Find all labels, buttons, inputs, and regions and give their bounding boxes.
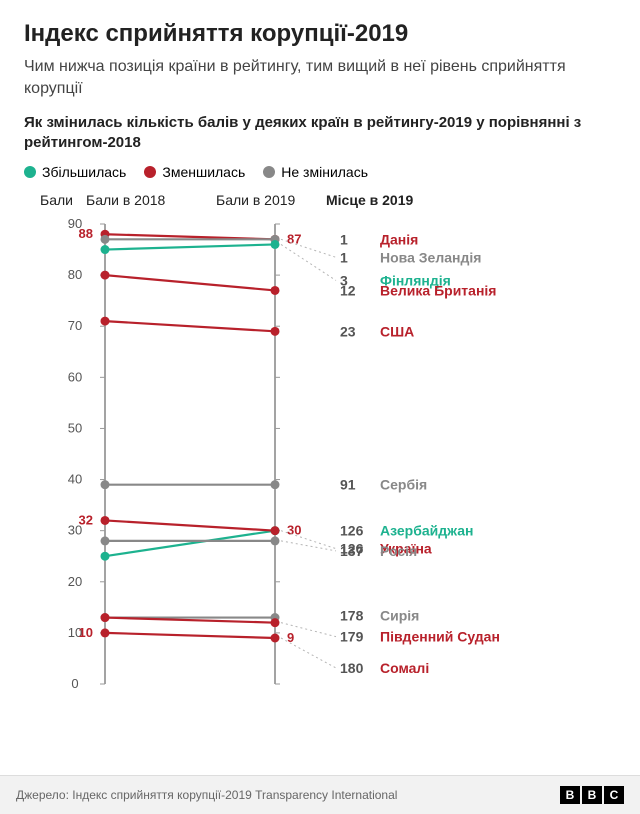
bbc-logo: B B C bbox=[560, 786, 624, 804]
slope-chart: 0102030405060708090888732301091Данія1Нов… bbox=[40, 212, 630, 702]
legend-decreased: Зменшилась bbox=[144, 164, 245, 180]
svg-text:50: 50 bbox=[68, 420, 82, 435]
svg-text:126: 126 bbox=[340, 522, 364, 538]
svg-text:1: 1 bbox=[340, 249, 348, 265]
svg-text:Сирія: Сирія bbox=[380, 607, 419, 623]
svg-text:США: США bbox=[380, 323, 414, 339]
axis-label-2018: Бали в 2018 bbox=[86, 192, 216, 208]
svg-text:Сомалі: Сомалі bbox=[380, 660, 429, 676]
legend-dot-decreased bbox=[144, 166, 156, 178]
svg-text:10: 10 bbox=[79, 625, 93, 640]
svg-text:Данія: Данія bbox=[380, 231, 418, 247]
svg-text:30: 30 bbox=[287, 522, 301, 537]
axis-label-2019: Бали в 2019 bbox=[216, 192, 326, 208]
svg-text:91: 91 bbox=[340, 476, 356, 492]
legend: Збільшилась Зменшилась Не змінилась bbox=[24, 164, 616, 180]
chart-area: 0102030405060708090888732301091Данія1Нов… bbox=[40, 212, 616, 702]
svg-text:87: 87 bbox=[287, 231, 301, 246]
legend-label-decreased: Зменшилась bbox=[162, 164, 245, 180]
svg-text:20: 20 bbox=[68, 573, 82, 588]
axis-label-rank: Місце в 2019 bbox=[326, 192, 413, 208]
svg-text:178: 178 bbox=[340, 607, 364, 623]
svg-text:23: 23 bbox=[340, 323, 356, 339]
page-title: Індекс сприйняття корупції-2019 bbox=[24, 20, 616, 48]
footer: Джерело: Індекс сприйняття корупції-2019… bbox=[0, 775, 640, 814]
footer-source: Джерело: Індекс сприйняття корупції-2019… bbox=[16, 788, 397, 802]
axis-label-y: Бали bbox=[40, 192, 86, 208]
svg-text:137: 137 bbox=[340, 543, 364, 559]
svg-text:88: 88 bbox=[79, 226, 93, 241]
legend-dot-increased bbox=[24, 166, 36, 178]
svg-text:12: 12 bbox=[340, 282, 356, 298]
axis-header-row: Бали Бали в 2018 Бали в 2019 Місце в 201… bbox=[24, 192, 616, 208]
svg-text:Велика Британія: Велика Британія bbox=[380, 282, 496, 298]
svg-text:Сербія: Сербія bbox=[380, 476, 427, 492]
legend-dot-unchanged bbox=[263, 166, 275, 178]
svg-text:32: 32 bbox=[79, 512, 93, 527]
bbc-box-2: B bbox=[582, 786, 602, 804]
svg-text:40: 40 bbox=[68, 471, 82, 486]
legend-unchanged: Не змінилась bbox=[263, 164, 368, 180]
svg-text:Нова Зеландія: Нова Зеландія bbox=[380, 249, 481, 265]
svg-text:70: 70 bbox=[68, 318, 82, 333]
chart-title: Як змінилась кількість балів у деяких кр… bbox=[24, 113, 616, 154]
legend-label-unchanged: Не змінилась bbox=[281, 164, 368, 180]
svg-text:180: 180 bbox=[340, 660, 364, 676]
svg-text:60: 60 bbox=[68, 369, 82, 384]
legend-label-increased: Збільшилась bbox=[42, 164, 126, 180]
svg-text:80: 80 bbox=[68, 267, 82, 282]
bbc-box-1: B bbox=[560, 786, 580, 804]
svg-text:0: 0 bbox=[71, 676, 78, 691]
svg-text:Росія: Росія bbox=[380, 543, 417, 559]
legend-increased: Збільшилась bbox=[24, 164, 126, 180]
svg-text:1: 1 bbox=[340, 231, 348, 247]
svg-text:Азербайджан: Азербайджан bbox=[380, 522, 474, 538]
page-subtitle: Чим нижча позиція країни в рейтингу, тим… bbox=[24, 56, 616, 99]
svg-text:179: 179 bbox=[340, 628, 364, 644]
bbc-box-3: C bbox=[604, 786, 624, 804]
svg-text:Південний Судан: Південний Судан bbox=[380, 628, 500, 644]
